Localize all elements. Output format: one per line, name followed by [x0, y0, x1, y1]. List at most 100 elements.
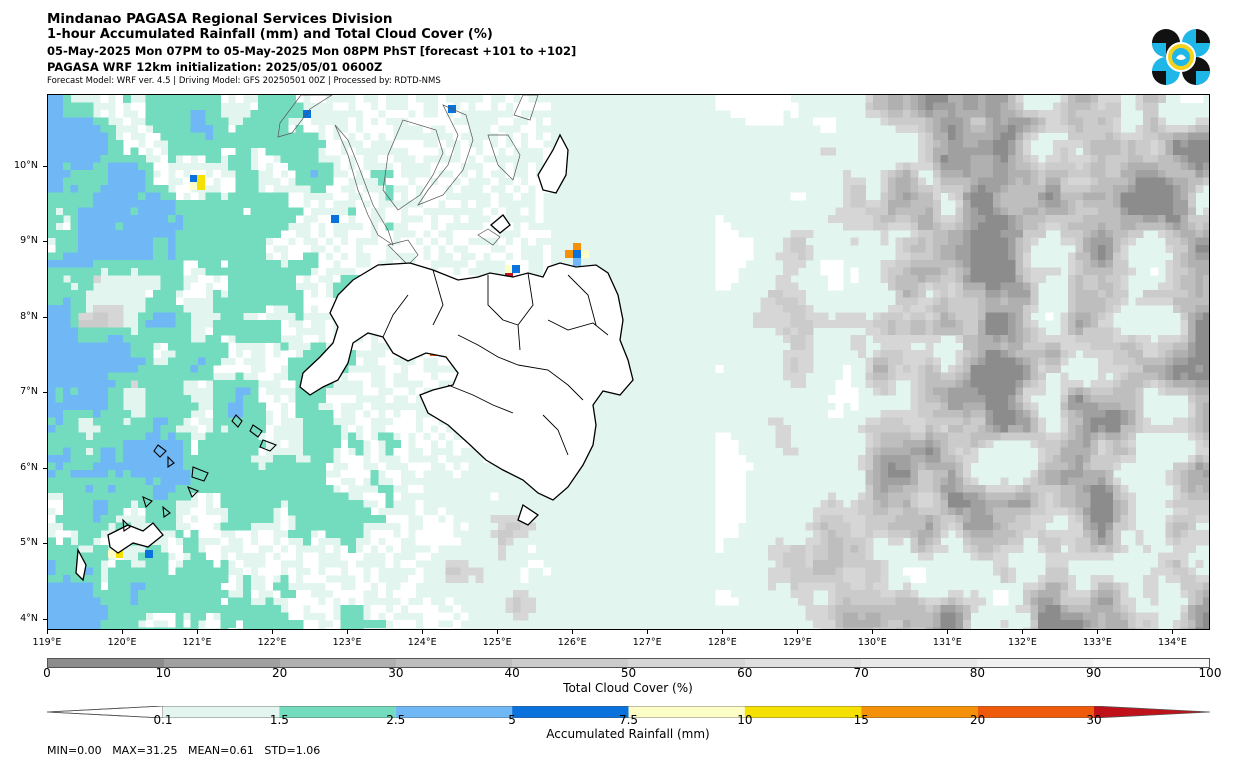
- cloud-cell: [1195, 530, 1204, 538]
- cloud-cell: [1180, 485, 1189, 493]
- cloud-cell: [828, 410, 836, 418]
- cloud-cell: [1023, 252, 1031, 261]
- cloud-cell: [1030, 230, 1039, 238]
- cloud-cell: [903, 432, 911, 441]
- cloud-cell: [1023, 260, 1031, 268]
- cloud-cell: [873, 95, 881, 103]
- cloud-cell: [880, 102, 889, 111]
- cloud-cell: [348, 245, 356, 253]
- cloud-cell: [430, 162, 439, 171]
- cloud-cell: [910, 530, 919, 538]
- cloud-cell: [880, 620, 889, 628]
- cloud-cell: [775, 102, 784, 111]
- cloud-cell: [775, 312, 784, 321]
- cloud-cell: [1188, 125, 1196, 133]
- cloud-cell: [1015, 320, 1024, 328]
- cloud-cell: [1098, 102, 1106, 111]
- cloud-cell: [903, 252, 911, 261]
- cloud-cell: [378, 252, 386, 261]
- cloud-cell: [970, 185, 979, 193]
- cloud-cell: [940, 170, 949, 178]
- cloud-cell: [280, 237, 289, 246]
- cloud-cell: [1158, 560, 1166, 568]
- cloud-cell: [925, 95, 934, 103]
- cloud-cell: [1128, 335, 1136, 343]
- cloud-cell: [760, 110, 769, 118]
- cloud-cell: [895, 372, 904, 381]
- cloud-cell: [865, 515, 874, 523]
- rain-cell: [183, 102, 191, 111]
- cloud-cell: [985, 237, 994, 246]
- cloud-cell: [1120, 275, 1129, 283]
- cloud-cell: [873, 627, 881, 629]
- cloud-cell: [985, 402, 994, 411]
- cloud-cell: [955, 282, 964, 291]
- cloud-cell: [1083, 192, 1091, 201]
- cloud-cell: [175, 545, 184, 553]
- cloud-cell: [910, 620, 919, 628]
- cloud-cell: [978, 305, 986, 313]
- cloud-cell: [228, 350, 236, 358]
- cloud-cell: [355, 200, 364, 208]
- forecast-period: 05-May-2025 Mon 07PM to 05-May-2025 Mon …: [47, 44, 577, 58]
- cloud-cell: [1098, 365, 1106, 373]
- cloud-cell: [993, 515, 1001, 523]
- cloud-cell: [1060, 537, 1069, 546]
- cloud-cell: [1008, 380, 1016, 388]
- cloud-cell: [1090, 132, 1099, 141]
- cloud-cell: [963, 147, 971, 156]
- cloud-cell: [1120, 140, 1129, 148]
- cloud-cell: [1068, 312, 1076, 321]
- cloud-cell: [408, 207, 416, 216]
- cloud-cell: [925, 425, 934, 433]
- cloud-cell: [903, 177, 911, 186]
- cloud-cell: [798, 350, 806, 358]
- cloud-cell: [1023, 357, 1031, 366]
- cloud-cell: [445, 117, 454, 126]
- cloud-cell: [1053, 147, 1061, 156]
- cloud-cell: [520, 567, 529, 576]
- cloud-cell: [453, 170, 461, 178]
- cloud-cell: [970, 485, 979, 493]
- cloud-cell: [880, 432, 889, 441]
- cloud-cell: [933, 147, 941, 156]
- cloud-cell: [1015, 515, 1024, 523]
- cloud-cell: [505, 162, 514, 171]
- cloud-cell: [1188, 612, 1196, 621]
- cloud-cell: [1075, 215, 1084, 223]
- cloud-cell: [1113, 162, 1121, 171]
- cloud-cell: [1000, 342, 1009, 351]
- cloud-cell: [1075, 237, 1084, 246]
- cloud-cell: [1083, 222, 1091, 231]
- cloud-cell: [168, 620, 176, 628]
- cloud-cell: [1083, 440, 1091, 448]
- cloud-cell: [303, 290, 311, 298]
- cloud-cell: [1113, 522, 1121, 531]
- cloud-cell: [1000, 252, 1009, 261]
- cloud-cell: [445, 522, 454, 531]
- cloud-cell: [1075, 260, 1084, 268]
- cloud-cell: [325, 245, 334, 253]
- cloud-cell: [888, 455, 896, 463]
- cloud-cell: [948, 425, 956, 433]
- cloud-cell: [1068, 402, 1076, 411]
- cloud-cell: [925, 335, 934, 343]
- cloud-cell: [100, 110, 109, 118]
- cloud-cell: [1083, 620, 1091, 628]
- cloud-cell: [978, 350, 986, 358]
- cloud-cell: [1090, 552, 1099, 561]
- cloud-cell: [813, 522, 821, 531]
- cloud-cell: [910, 402, 919, 411]
- cloud-cell: [1030, 402, 1039, 411]
- cloud-cell: [865, 222, 874, 231]
- cloud-cell: [1068, 440, 1076, 448]
- cloud-cell: [1173, 125, 1181, 133]
- cloud-cell: [978, 275, 986, 283]
- cloud-cell: [1060, 552, 1069, 561]
- cloud-cell: [978, 207, 986, 216]
- cloud-cell: [895, 492, 904, 501]
- cloud-cell: [408, 410, 416, 418]
- cloud-cell: [1045, 455, 1054, 463]
- cloud-cell: [985, 507, 994, 516]
- cloud-cell: [378, 230, 386, 238]
